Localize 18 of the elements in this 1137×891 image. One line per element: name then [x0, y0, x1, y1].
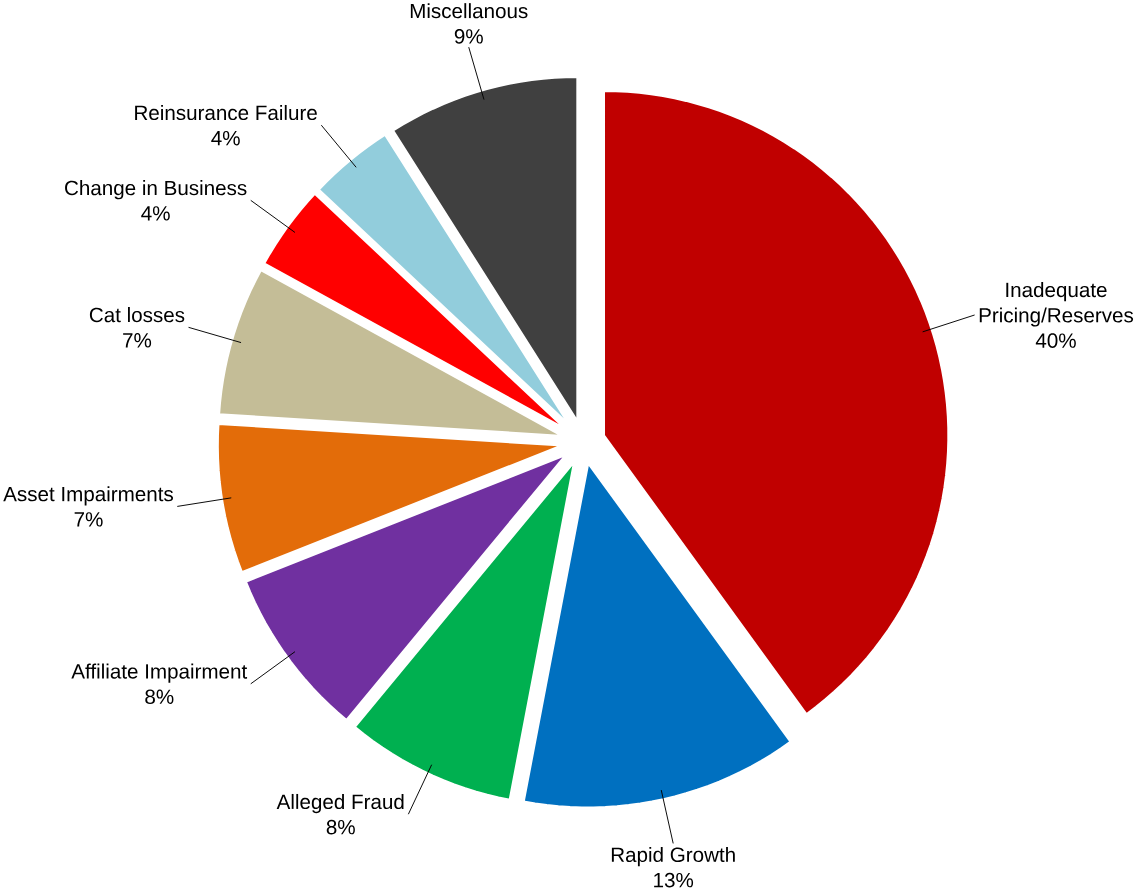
data-label: 4% — [141, 206, 170, 221]
slice-label: Change in Business — [65, 180, 247, 200]
slice-label: Alleged Fraud — [276, 794, 404, 814]
slice-label: Affiliate Impairment — [71, 663, 248, 683]
slice-label: Inadequate Pricing/Reserves — [979, 282, 1134, 327]
data-label: 4% — [211, 131, 240, 146]
slice-label: Cat losses — [89, 307, 185, 323]
data-label: 8% — [145, 689, 174, 705]
slice-label: Reinsurance Failure — [135, 105, 317, 121]
data-label: 7% — [123, 333, 152, 348]
slice-label: Miscellanous — [410, 3, 528, 19]
data-label: 7% — [74, 512, 103, 527]
data-label: 9% — [454, 29, 483, 44]
data-label: 40% — [1035, 333, 1076, 349]
slice-label: Rapid Growth — [611, 847, 735, 867]
data-label: 8% — [326, 820, 355, 835]
data-label: 13% — [654, 873, 694, 888]
slice-label: Asset Impairments — [3, 486, 174, 506]
